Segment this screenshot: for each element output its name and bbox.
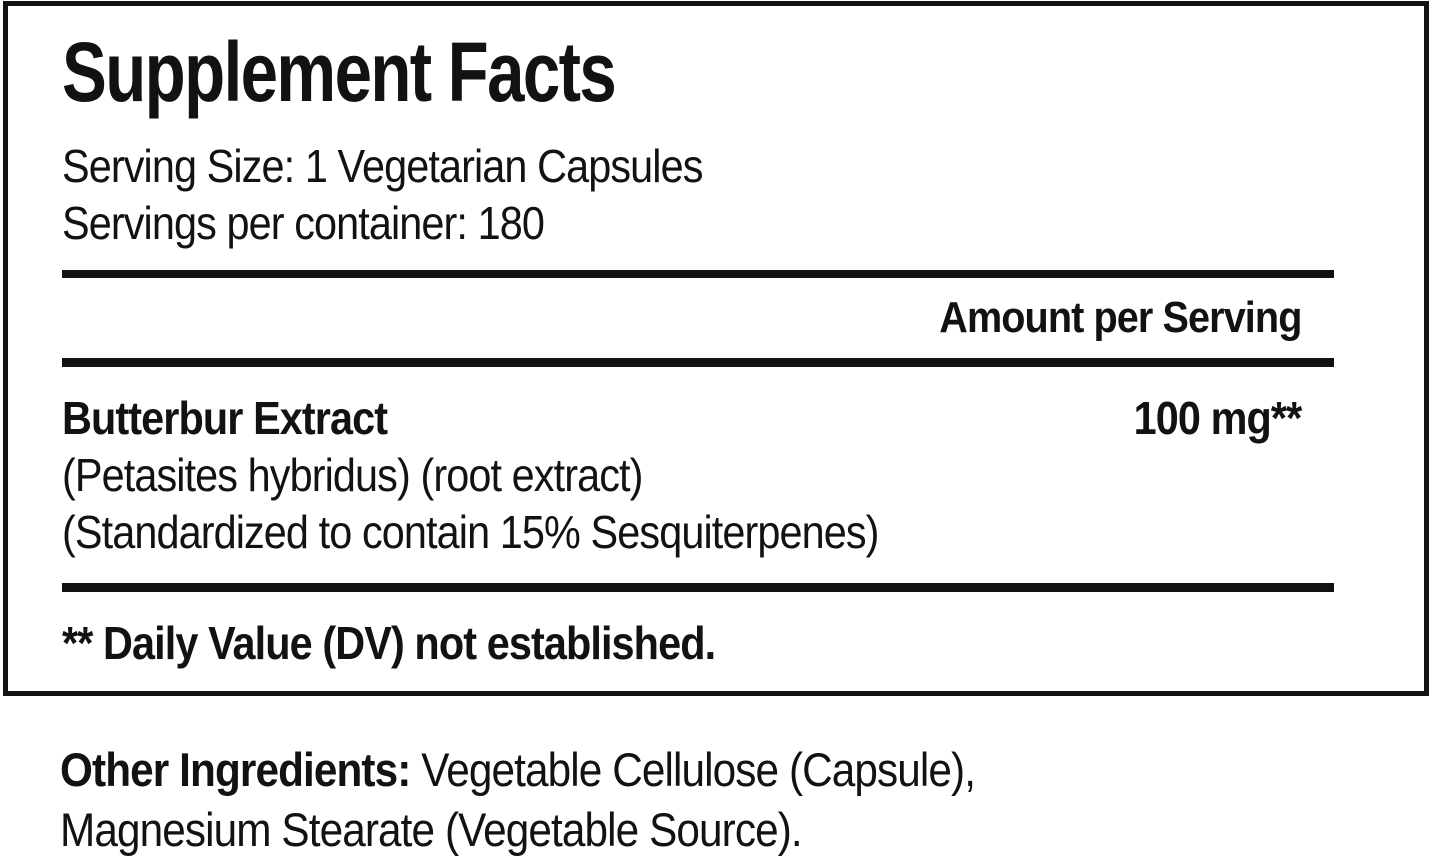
daily-value-footnote-text: ** Daily Value (DV) not established. (62, 617, 716, 670)
other-ingredients-line-2: Magnesium Stearate (Vegetable Source). (60, 800, 1077, 860)
other-ingredients-line-1: Other Ingredients: Vegetable Cellulose (… (60, 740, 1077, 800)
daily-value-footnote: ** Daily Value (DV) not established. (62, 615, 1334, 671)
ingredient-amount-text: 100 mg** (1133, 392, 1302, 445)
serving-size-line: Serving Size: 1 Vegetarian Capsules (62, 138, 1334, 195)
ingredient-row: Butterbur Extract 100 mg** (62, 390, 1334, 447)
servings-per-container-line: Servings per container: 180 (62, 195, 1334, 252)
other-ingredients-label: Other Ingredients: (60, 743, 411, 796)
divider-header-rule (62, 358, 1334, 368)
amount-per-serving-header: Amount per Serving (62, 293, 1334, 343)
ingredient-detail-line: (Standardized to contain 15% Sesquiterpe… (62, 504, 1334, 561)
ingredient-detail-text-1: (Petasites hybridus) (root extract) (62, 449, 643, 502)
ingredient-detail-text-2: (Standardized to contain 15% Sesquiterpe… (62, 506, 879, 559)
ingredient-detail-line: (Petasites hybridus) (root extract) (62, 447, 1334, 504)
divider-top-rule (62, 270, 1334, 279)
other-ingredients-section: Other Ingredients: Vegetable Cellulose (… (60, 740, 1077, 860)
servings-per-container-text: Servings per container: 180 (62, 197, 545, 250)
ingredient-name: Butterbur Extract (62, 390, 423, 447)
panel-title-text: Supplement Facts (62, 25, 617, 119)
ingredient-details: (Petasites hybridus) (root extract) (Sta… (62, 447, 1334, 561)
divider-bottom-rule (62, 583, 1334, 593)
amount-per-serving-text: Amount per Serving (938, 293, 1302, 343)
serving-size-text: Serving Size: 1 Vegetarian Capsules (62, 140, 703, 193)
serving-info-block: Serving Size: 1 Vegetarian Capsules Serv… (62, 138, 1334, 252)
supplement-facts-panel: Supplement Facts Serving Size: 1 Vegetar… (3, 1, 1429, 696)
other-ingredients-line1-text: Vegetable Cellulose (Capsule), (410, 743, 976, 796)
panel-title: Supplement Facts (62, 28, 1334, 116)
other-ingredients-line2-text: Magnesium Stearate (Vegetable Source). (60, 803, 803, 856)
ingredient-amount: 100 mg** (1115, 390, 1334, 447)
ingredient-name-text: Butterbur Extract (62, 392, 388, 445)
